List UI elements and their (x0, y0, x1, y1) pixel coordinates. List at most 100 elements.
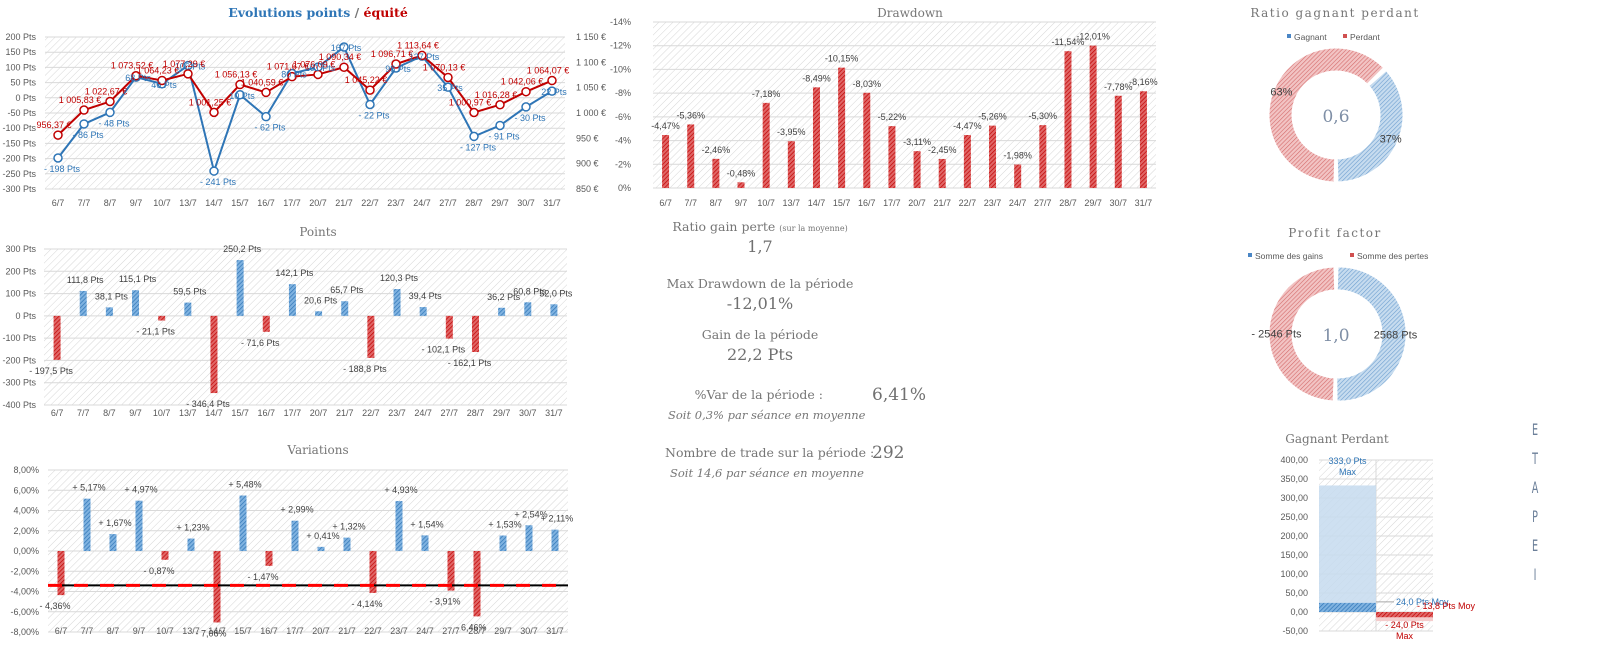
y-tick-label: 6,00% (13, 485, 39, 495)
x-tick-label: 30/7 (1110, 198, 1128, 208)
bar-data-label: - 7,06% (195, 628, 226, 638)
points-data-label: 167 Pts (331, 43, 362, 53)
x-tick-label: 17/7 (286, 626, 304, 636)
drawdown-data-label: -5,22% (878, 112, 907, 122)
equity-marker (131, 70, 141, 81)
bar-data-label: - 197,5 Pts (29, 366, 73, 376)
equity-data-label: 1 064,07 € (527, 66, 570, 76)
legend-label: Somme des gains (1255, 251, 1323, 261)
x-tick-label: 9/7 (129, 408, 142, 418)
negative-bar (53, 315, 61, 360)
points-marker (261, 111, 271, 122)
x-tick-label: 29/7 (494, 626, 512, 636)
drawdown-bar (1139, 91, 1147, 188)
positive-bar (341, 301, 349, 316)
x-tick-label: 10/7 (153, 198, 171, 208)
equity-marker (495, 100, 505, 110)
y-tick-label: 400,00 (1280, 455, 1308, 465)
drawdown-chart: Drawdown -14% -12% -10% -8% -6% -4% -2% 0% 6/7 7/7… (610, 6, 1158, 208)
equity-marker (235, 79, 245, 90)
y-tick-label: 0,00% (13, 546, 39, 556)
equity-data-label: 1 073,52 € (111, 61, 154, 71)
y-tick-label: -6% (615, 112, 631, 122)
x-tick-label: 10/7 (156, 626, 174, 636)
drawdown-bar (1014, 164, 1022, 188)
trades-title: Nombre de trade sur la période : (665, 445, 875, 460)
y2-tick-label: 950 € (576, 133, 599, 143)
positive-bar (288, 284, 296, 316)
positive-bar (395, 501, 403, 551)
gagnant-max-label: 333,0 Pts (1328, 456, 1367, 466)
y-tick-label: -150 Pts (2, 138, 36, 148)
y2-tick-label: 850 € (576, 184, 599, 194)
x-tick-label: 21/7 (338, 626, 356, 636)
x-tick-label: 29/7 (1084, 198, 1102, 208)
y-tick-label: 250,00 (1280, 512, 1308, 522)
x-tick-label: 22/7 (364, 626, 382, 636)
x-tick-label: 22/7 (959, 198, 977, 208)
equity-data-label: 1 077,29 € (163, 59, 206, 69)
x-tick-label: 24/7 (413, 198, 431, 208)
equity-marker (365, 85, 375, 95)
x-tick-label: 9/7 (735, 198, 748, 208)
negative-bar (158, 315, 166, 321)
x-tick-label: 15/7 (234, 626, 252, 636)
bar-data-label: - 4,36% (39, 601, 70, 611)
side-letter: T (1532, 449, 1538, 468)
y-tick-label: 50,00 (1285, 588, 1308, 598)
bar-data-label: - 188,8 Pts (343, 364, 387, 374)
x-tick-label: 8/7 (710, 198, 723, 208)
chart-title: Variations (286, 443, 348, 457)
x-tick-label: 31/7 (1135, 198, 1153, 208)
points-data-label: 46 Pts (151, 80, 177, 90)
bar-data-label: + 1,32% (332, 522, 365, 532)
perdant-max-label: - 24,0 Pts (1385, 620, 1424, 630)
positive-bar (524, 302, 532, 316)
equity-data-label: 1 113,64 € (397, 40, 439, 50)
equity-data-label: 1 005,83 € (59, 95, 102, 105)
bar-data-label: 59,5 Pts (173, 287, 207, 297)
bar-data-label: - 6,46% (455, 622, 486, 632)
title-part-points: Evolutions points (228, 5, 350, 20)
x-tick-label: 21/7 (335, 198, 353, 208)
points-data-label: 106 Pts (175, 62, 206, 72)
x-tick-label: 23/7 (390, 626, 408, 636)
equity-marker (391, 59, 401, 69)
bar-data-label: 39,4 Pts (409, 291, 443, 301)
y-tick-label: 100 Pts (5, 289, 36, 299)
bar-data-label: 65,7 Pts (330, 285, 364, 295)
equity-data-label: 1 045,22 € (345, 75, 388, 85)
negative-bar (265, 551, 273, 566)
chart-title: Evolutions points / équité (228, 5, 408, 20)
y-tick-label: 200 Pts (5, 32, 36, 42)
y-tick-label: 100,00 (1280, 569, 1308, 579)
gain-value: 22,2 Pts (726, 345, 794, 364)
y-tick-label: -200 Pts (2, 154, 36, 164)
slice-label: 63% (1270, 86, 1292, 98)
x-tick-label: 9/7 (130, 198, 143, 208)
positive-bar (419, 307, 427, 316)
y-tick-label: 4,00% (13, 506, 39, 516)
x-tick-label: 17/7 (284, 408, 302, 418)
chart-title: Drawdown (877, 6, 943, 20)
bar-data-label: 60,8 Pts (513, 286, 547, 296)
y-tick-label: -400 Pts (2, 400, 36, 410)
points-marker (443, 82, 453, 92)
drawdown-data-label: -7,78% (1104, 82, 1133, 92)
ratio-value: 1,7 (747, 237, 773, 256)
x-tick-label: 23/7 (984, 198, 1002, 208)
positive-bar (236, 260, 244, 316)
x-tick-label: 27/7 (1034, 198, 1052, 208)
negative-bar (447, 551, 455, 591)
equity-data-label: 1 000,97 € (449, 98, 492, 108)
legend-label: Somme des pertes (1357, 251, 1428, 261)
x-tick-label: 28/7 (1059, 198, 1077, 208)
drawdown-bar (938, 158, 946, 188)
x-tick-label: 17/7 (283, 198, 301, 208)
equity-data-label: 1 096,71 € (371, 49, 414, 59)
equity-marker (339, 62, 349, 72)
bar-data-label: 250,2 Pts (223, 244, 262, 254)
x-tick-label: 8/7 (104, 198, 117, 208)
bar-data-label: - 102,1 Pts (422, 345, 466, 355)
bar-data-label: - 3,91% (429, 597, 460, 607)
